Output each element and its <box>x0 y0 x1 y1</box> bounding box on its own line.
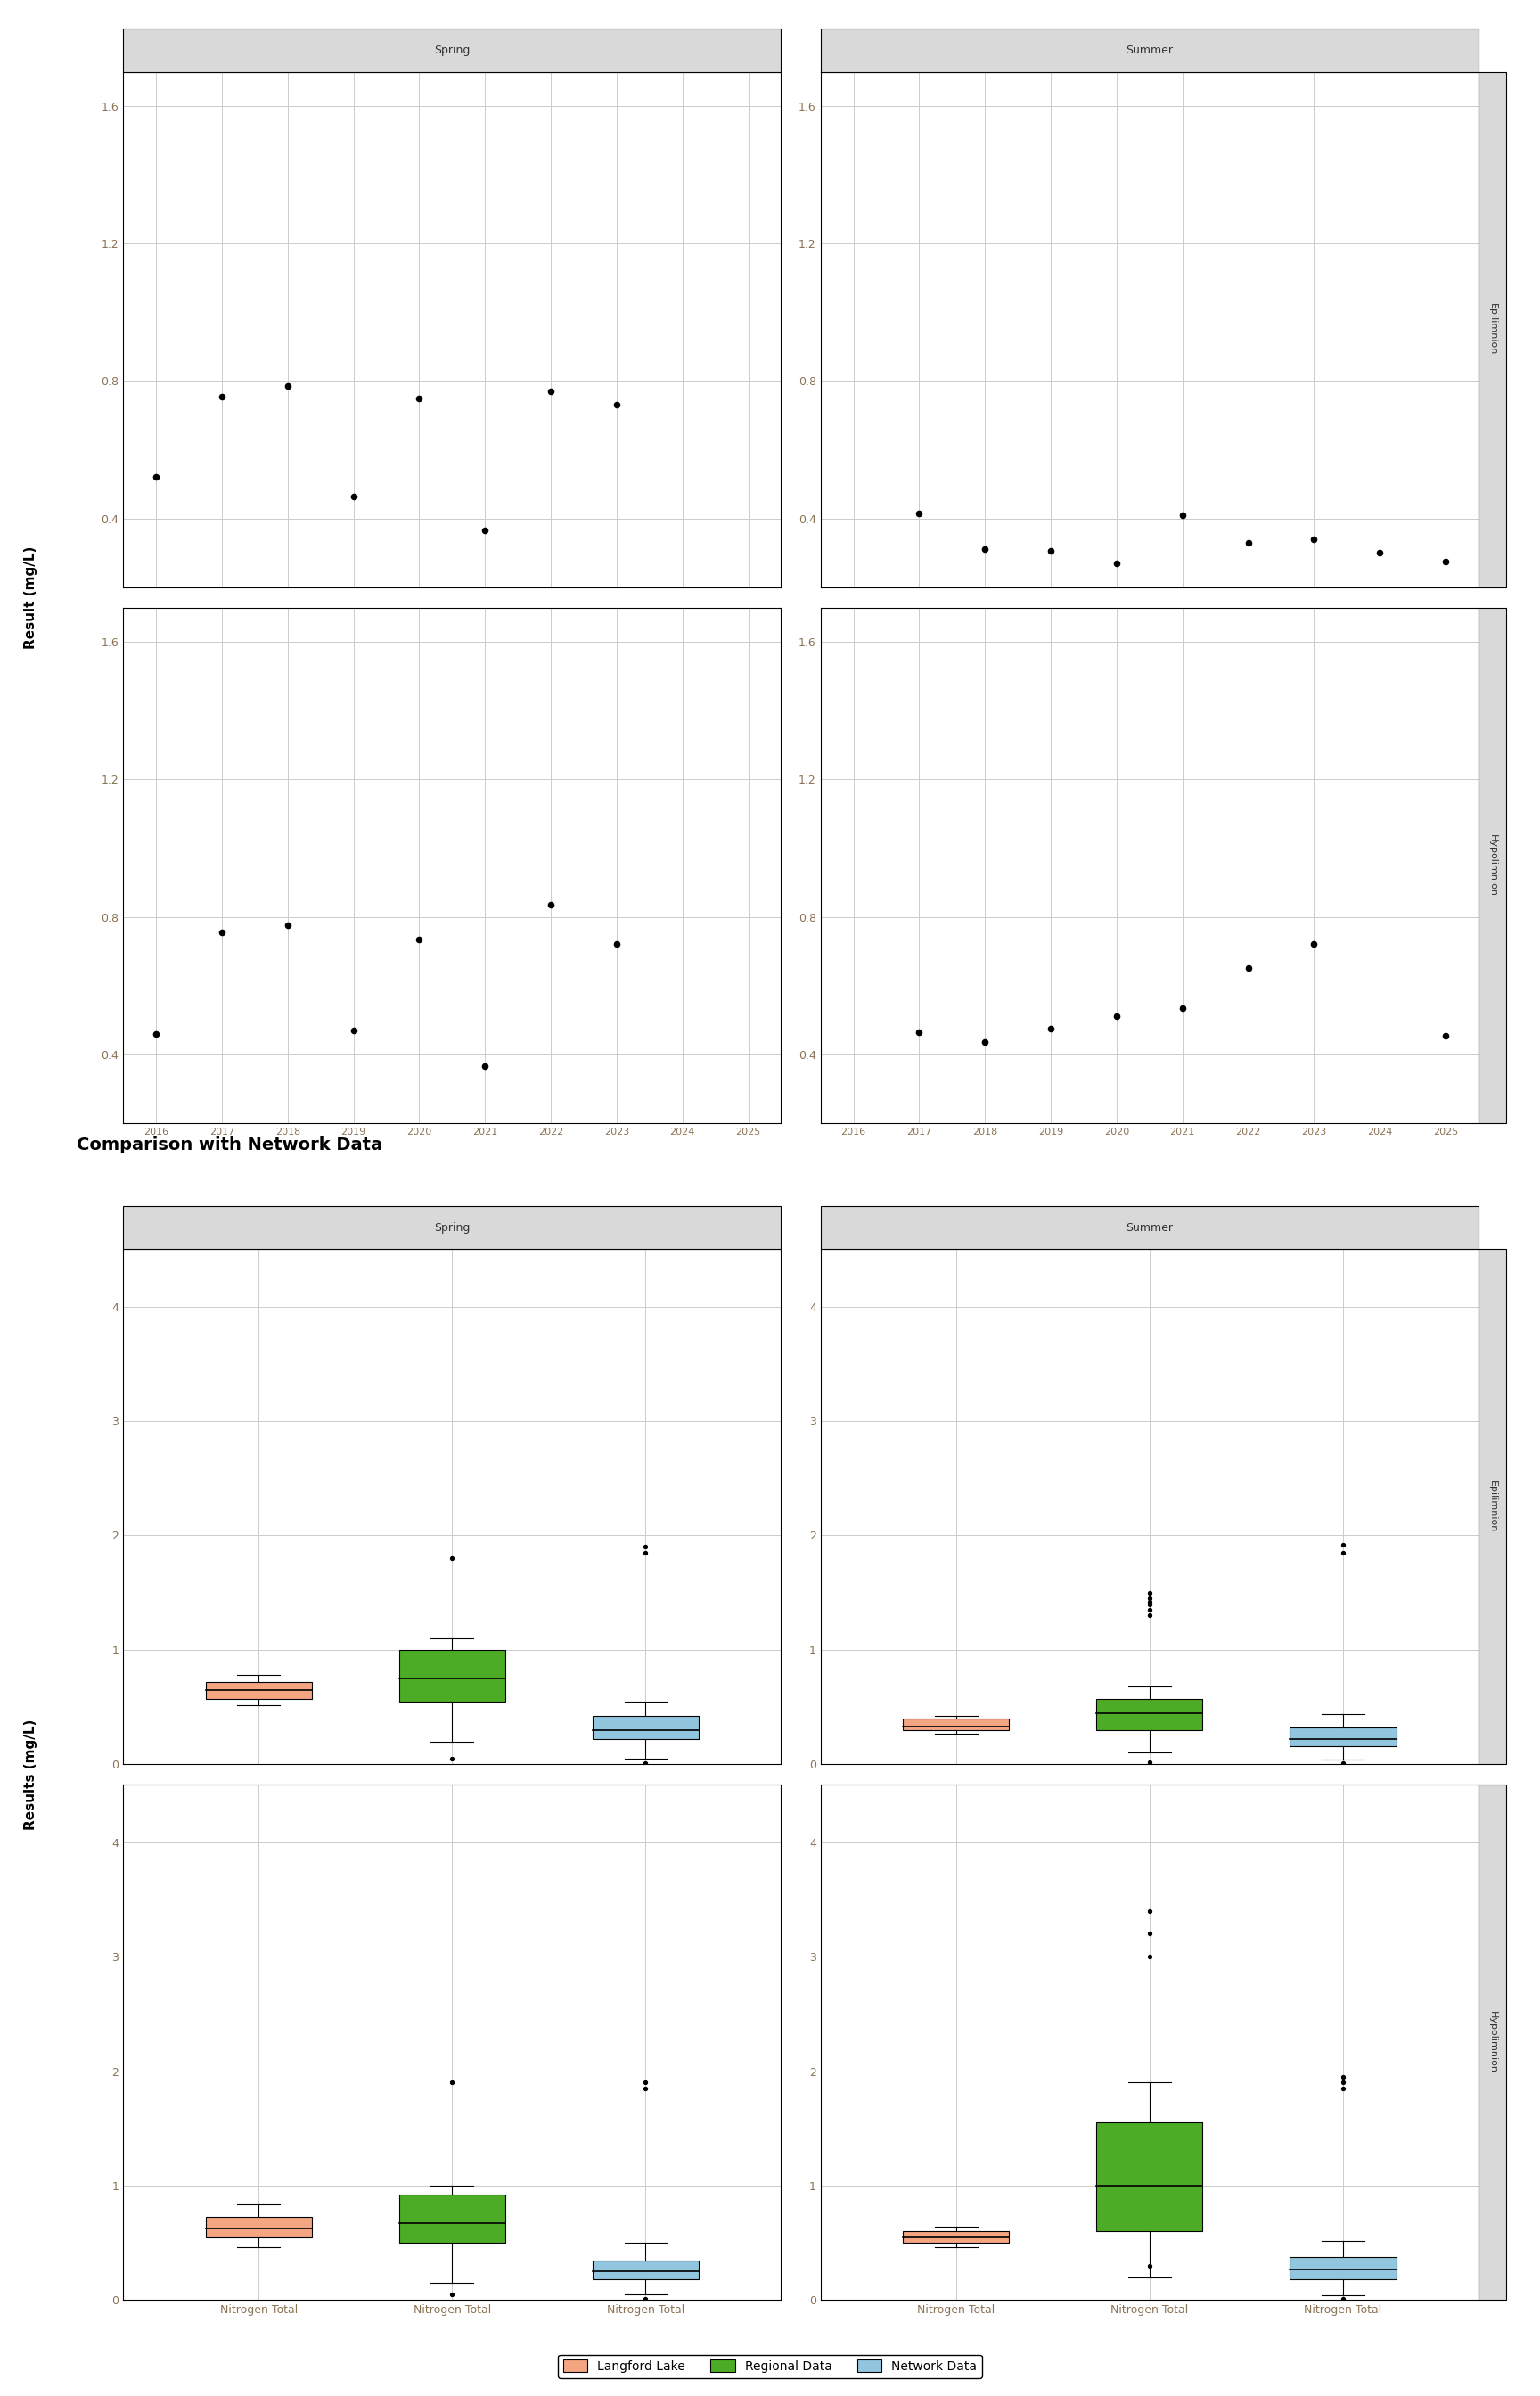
Point <box>1331 2058 1355 2096</box>
Point <box>539 371 564 410</box>
Point <box>143 1014 168 1052</box>
Point <box>407 379 431 417</box>
Point <box>1137 2247 1161 2286</box>
Point <box>633 1529 658 1567</box>
Text: Hypolimnion: Hypolimnion <box>1488 834 1497 896</box>
Point <box>1331 2063 1355 2101</box>
Point <box>276 906 300 944</box>
Point <box>1331 1744 1355 1783</box>
Point <box>1235 522 1260 561</box>
Bar <box>593 2259 699 2279</box>
Point <box>1331 1526 1355 1565</box>
Point <box>1137 1579 1161 1617</box>
Point <box>473 510 497 549</box>
Text: Result (mg/L): Result (mg/L) <box>25 546 37 649</box>
Bar <box>902 1718 1009 1730</box>
Point <box>473 1047 497 1085</box>
Text: Summer: Summer <box>1126 46 1173 55</box>
Point <box>407 920 431 958</box>
Point <box>539 887 564 925</box>
Point <box>1331 1533 1355 1572</box>
Point <box>1137 1938 1161 1977</box>
Point <box>1235 949 1260 987</box>
Point <box>633 2070 658 2108</box>
Point <box>633 2281 658 2319</box>
Point <box>633 1744 658 1783</box>
Point <box>1331 2070 1355 2108</box>
Text: Epilimnion: Epilimnion <box>1488 1481 1497 1533</box>
Point <box>1038 532 1063 570</box>
Text: Epilimnion: Epilimnion <box>1488 304 1497 355</box>
Point <box>1104 544 1129 582</box>
Point <box>604 386 628 424</box>
Point <box>440 1739 465 1778</box>
Point <box>633 2063 658 2101</box>
Point <box>1170 990 1195 1028</box>
Bar <box>1289 1728 1397 1747</box>
Point <box>1137 1584 1161 1622</box>
Point <box>1038 1009 1063 1047</box>
Text: Hypolimnion: Hypolimnion <box>1488 2010 1497 2075</box>
Point <box>342 477 367 515</box>
Bar <box>593 1716 699 1739</box>
Text: Spring: Spring <box>434 46 470 55</box>
Point <box>440 2276 465 2315</box>
Bar <box>1096 2123 1203 2231</box>
Point <box>276 367 300 405</box>
Point <box>973 1023 998 1061</box>
Point <box>440 2063 465 2101</box>
Point <box>973 530 998 568</box>
Point <box>209 376 234 415</box>
Point <box>1301 925 1326 963</box>
Bar <box>902 2231 1009 2243</box>
Legend: Langford Lake, Regional Data, Network Data: Langford Lake, Regional Data, Network Da… <box>557 2355 983 2377</box>
Point <box>1137 1914 1161 1953</box>
Point <box>1434 541 1458 580</box>
Point <box>1137 1596 1161 1634</box>
Point <box>1170 496 1195 534</box>
Bar <box>205 2216 313 2238</box>
Point <box>1301 520 1326 558</box>
Bar <box>399 1651 505 1701</box>
Bar <box>1289 2257 1397 2279</box>
Point <box>604 925 628 963</box>
Text: Comparison with Network Data: Comparison with Network Data <box>77 1136 383 1152</box>
Text: Results (mg/L): Results (mg/L) <box>25 1720 37 1831</box>
Point <box>907 1014 932 1052</box>
Point <box>1104 997 1129 1035</box>
Point <box>1434 1016 1458 1054</box>
Text: Summer: Summer <box>1126 1222 1173 1234</box>
Point <box>633 1533 658 1572</box>
Point <box>1137 1893 1161 1931</box>
Bar <box>399 2195 505 2243</box>
Point <box>1137 1591 1161 1629</box>
Point <box>907 494 932 532</box>
Bar <box>1096 1699 1203 1730</box>
Point <box>1368 534 1392 573</box>
Point <box>143 458 168 496</box>
Point <box>1137 1574 1161 1613</box>
Point <box>440 1538 465 1577</box>
Point <box>1331 2281 1355 2319</box>
Text: Spring: Spring <box>434 1222 470 1234</box>
Point <box>209 913 234 951</box>
Point <box>1137 1584 1161 1622</box>
Point <box>1137 1742 1161 1780</box>
Bar <box>205 1682 313 1699</box>
Point <box>342 1011 367 1049</box>
